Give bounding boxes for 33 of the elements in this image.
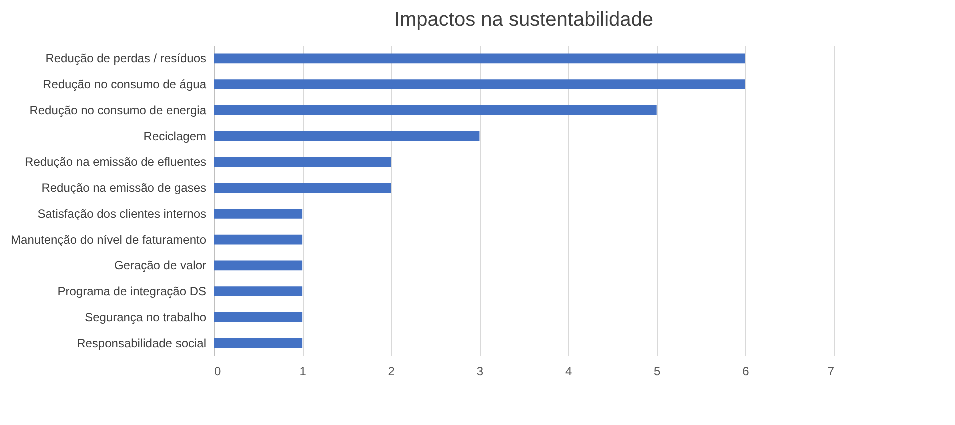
bar	[214, 338, 303, 348]
y-tick-label: Satisfação dos clientes internos	[38, 206, 206, 221]
y-tick-label: Geração de valor	[114, 258, 206, 273]
bar	[214, 312, 303, 322]
y-tick-label: Redução no consumo de energia	[30, 103, 207, 118]
bar	[214, 80, 746, 90]
y-tick-label: Redução de perdas / resíduos	[46, 52, 206, 66]
x-tick-label: 4	[565, 364, 572, 378]
x-tick-label: 0	[214, 364, 222, 378]
bar	[214, 131, 480, 142]
bar	[214, 183, 392, 193]
y-tick-label: Programa de integração DS	[58, 284, 206, 299]
x-tick-label: 2	[388, 364, 396, 378]
y-tick-label: Reciclagem	[144, 129, 206, 144]
y-tick-label: Responsabilidade social	[77, 336, 206, 350]
x-tick-label: 5	[654, 364, 662, 378]
y-tick-label: Redução na emissão de efluentes	[25, 155, 206, 170]
y-tick-label: Segurança no trabalho	[85, 310, 207, 324]
bar	[214, 234, 303, 245]
x-tick-label: 3	[476, 364, 484, 378]
bar	[214, 54, 746, 64]
x-tick-label: 7	[828, 364, 835, 378]
y-tick-label: Redução na emissão de gases	[42, 181, 206, 196]
y-tick-label: Manutenção do nível de faturamento	[11, 232, 207, 247]
x-tick-label: 1	[300, 364, 307, 378]
bar	[214, 106, 657, 116]
bar	[214, 260, 303, 271]
x-tick-label: 6	[742, 364, 750, 378]
bar	[214, 209, 303, 219]
chart-title: Impactos na sustentabilidade	[394, 9, 654, 31]
y-tick-label: Redução no consumo de água	[43, 78, 207, 92]
bar	[214, 157, 392, 168]
bar	[214, 286, 303, 296]
